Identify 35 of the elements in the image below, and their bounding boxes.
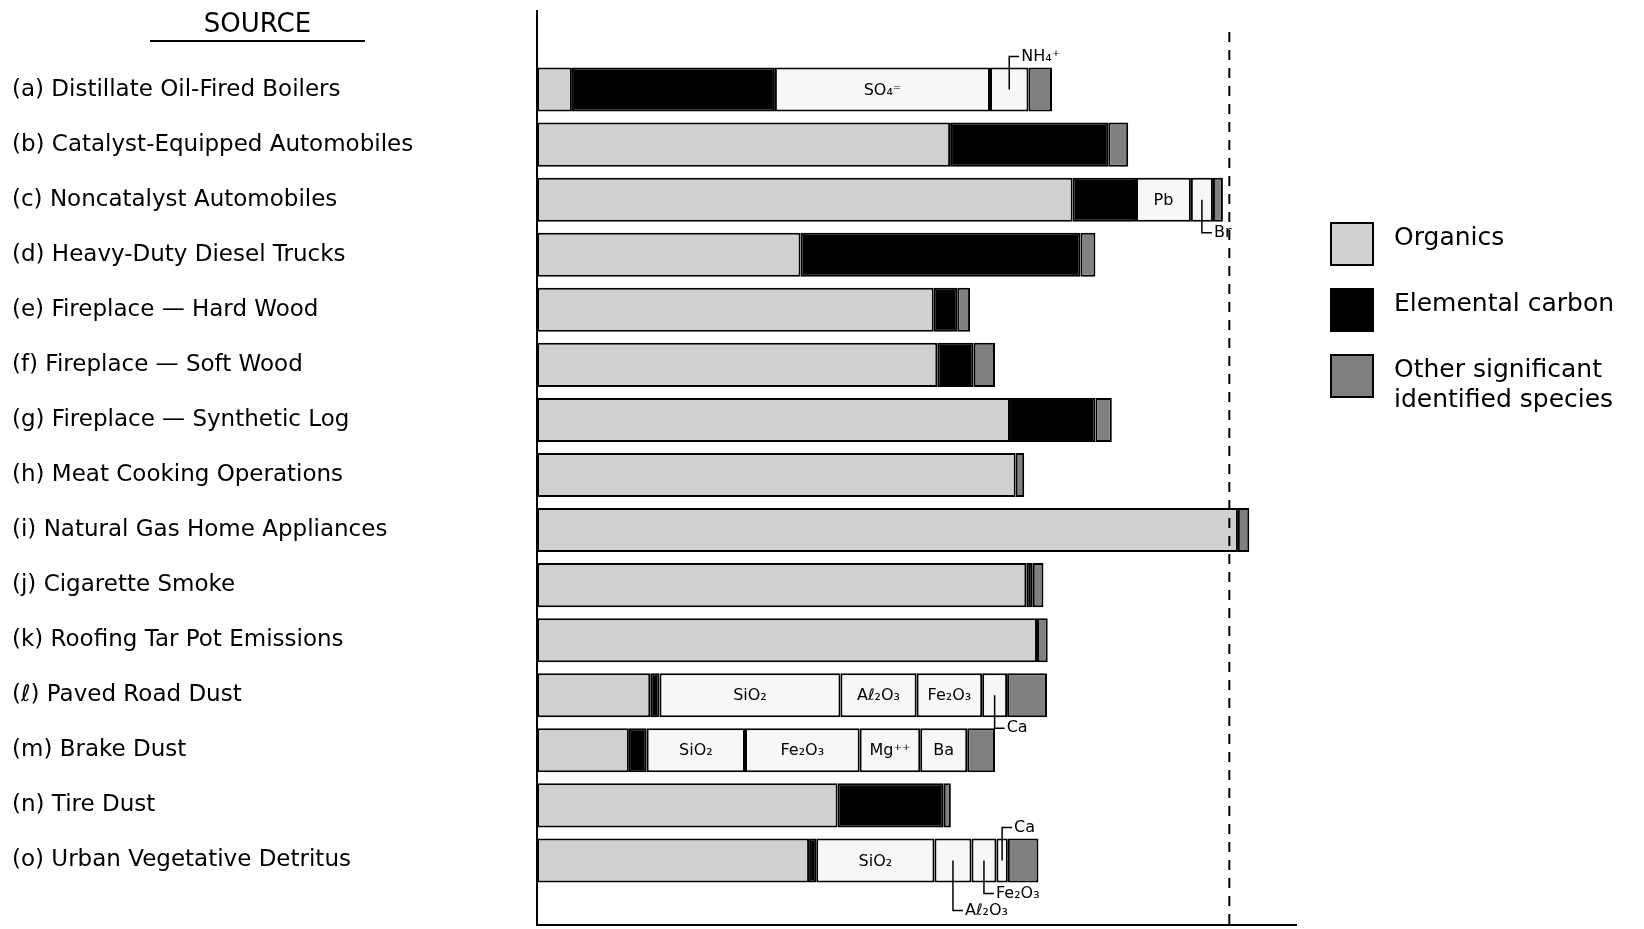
- y-tick-label: (a) Distillate Oil-Fired Boilers: [12, 74, 341, 101]
- series-label: Ba: [933, 740, 955, 760]
- y-tick-label: (f) Fireplace — Soft Wood: [12, 349, 303, 376]
- y-tick-label: (ℓ) Paved Road Dust: [12, 680, 242, 707]
- series-label: Ca: [1006, 717, 1028, 737]
- y-tick-label: (j) Cigarette Smoke: [12, 570, 236, 597]
- text: Fe₂O₃: [780, 740, 825, 760]
- text: SiO₂: [679, 740, 713, 760]
- y-tick-label: (m) Brake Dust: [12, 735, 187, 762]
- y-tick-label: (i) Natural Gas Home Appliances: [12, 515, 388, 542]
- series-label: Mg⁺⁺: [869, 740, 911, 760]
- legend-label: Organics: [1394, 222, 1505, 252]
- y-tick-label: (g) Fireplace — Synthetic Log: [12, 404, 350, 431]
- y-tick-label: (h) Meat Cooking Operations: [12, 459, 344, 486]
- series-label: SO₄⁼: [863, 79, 902, 99]
- y-tick-label: (b) Catalyst-Equipped Automobiles: [12, 129, 414, 156]
- y-tick-label: (k) Roofing Tar Pot Emissions: [12, 625, 344, 652]
- y-axis-title: SOURCE: [150, 8, 365, 42]
- series-label: SiO₂: [733, 685, 767, 705]
- series-label: Br: [1213, 221, 1232, 241]
- text: Fe₂O₃: [927, 685, 972, 705]
- legend-label: Elemental carbon: [1394, 288, 1615, 318]
- y-tick-label: (o) Urban Vegetative Detritus: [12, 845, 351, 872]
- series-label: Aℓ₂O₃: [857, 685, 901, 705]
- text: SiO₂: [858, 850, 893, 870]
- y-tick-label: (e) Fireplace — Hard Wood: [12, 294, 319, 321]
- series-label: Pb: [1153, 189, 1174, 209]
- series-label: NH₄⁺: [1021, 45, 1061, 65]
- legend-label: Other significant identified species: [1394, 354, 1615, 414]
- series-label: Fe₂O₃: [995, 882, 1040, 902]
- y-tick-label: (n) Tire Dust: [12, 790, 156, 817]
- y-tick-label: (d) Heavy-Duty Diesel Trucks: [12, 239, 346, 266]
- text: Ca: [1014, 816, 1036, 836]
- text: Aℓ₂O₃: [964, 899, 1008, 919]
- y-tick-label: (c) Noncatalyst Automobiles: [12, 184, 338, 211]
